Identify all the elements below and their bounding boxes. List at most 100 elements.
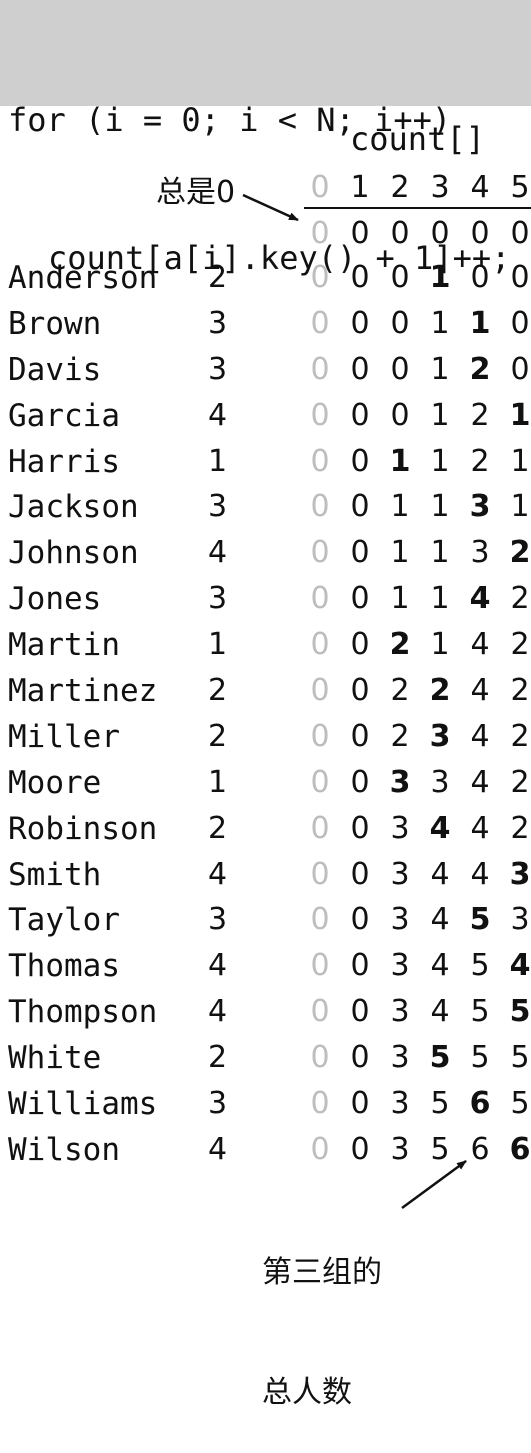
count-cell: 5 — [470, 1040, 490, 1076]
student-name: Miller — [8, 718, 120, 755]
trace-row: Johnson 4 0 0 1 1 3 2 — [0, 531, 531, 577]
count-cell: 3 — [390, 856, 410, 892]
student-name: Moore — [8, 764, 102, 801]
count-cell: 0 — [310, 902, 330, 938]
count-cell: 3 — [390, 810, 410, 846]
always-zero-arrow — [242, 193, 299, 222]
count-cell: 0 — [310, 948, 330, 984]
student-name: Robinson — [8, 810, 158, 847]
count-cell: 0 — [310, 718, 330, 754]
count-cell: 1 — [390, 489, 410, 525]
count-cell: 0 — [390, 397, 410, 433]
annotation-arrows — [242, 193, 467, 1210]
updated-count-cell: 3 — [469, 489, 491, 525]
count-cell: 2 — [510, 581, 530, 617]
count-cell: 3 — [510, 902, 530, 938]
student-name: Jones — [8, 581, 102, 618]
trace-row: Thompson 4 0 0 3 4 5 5 — [0, 990, 531, 1036]
count-cell: 0 — [310, 994, 330, 1030]
trace-rows: Anderson 2 0 0 0 1 0 0 Brown 3 0 0 0 1 1 0 Davis 3 0 0 0 1 2 0 G… — [0, 256, 531, 1174]
count-cell: 3 — [390, 1086, 410, 1122]
student-name: Smith — [8, 856, 102, 893]
updated-count-cell: 5 — [429, 1040, 451, 1076]
count-cell: 0 — [350, 718, 370, 754]
initial-count-cell: 0 — [350, 216, 370, 251]
count-cell: 3 — [390, 1131, 410, 1167]
count-cell: 0 — [350, 535, 370, 571]
count-cell: 0 — [350, 305, 370, 341]
trace-row: Jones 3 0 0 1 1 4 2 — [0, 577, 531, 623]
index-label: 5 — [510, 170, 530, 205]
count-cell: 2 — [510, 718, 530, 754]
updated-count-cell: 2 — [429, 673, 451, 709]
count-cell: 1 — [510, 489, 530, 525]
count-cell: 3 — [430, 764, 450, 800]
count-cell: 0 — [390, 351, 410, 387]
count-cell: 2 — [470, 397, 490, 433]
group-key: 3 — [208, 581, 228, 617]
student-name: Taylor — [8, 902, 120, 939]
updated-count-cell: 3 — [429, 718, 451, 754]
group-key: 3 — [208, 351, 228, 387]
count-cell: 0 — [350, 856, 370, 892]
count-cell: 0 — [310, 260, 330, 295]
group-key: 1 — [208, 443, 228, 479]
initial-count-cell: 0 — [430, 216, 450, 251]
count-cell: 0 — [350, 397, 370, 433]
student-name: Martin — [8, 627, 120, 664]
code-block: for (i = 0; i < N; i++) count[a[i].key()… — [0, 0, 531, 277]
count-cell: 1 — [430, 351, 450, 387]
count-cell: 4 — [470, 856, 490, 892]
group-key: 3 — [208, 1086, 228, 1122]
count-cell: 0 — [350, 994, 370, 1030]
count-cell: 0 — [350, 1040, 370, 1076]
student-name: Johnson — [8, 535, 139, 572]
trace-row: Taylor 3 0 0 3 4 5 3 — [0, 898, 531, 944]
count-cell: 0 — [390, 305, 410, 341]
count-cell: 0 — [510, 305, 530, 341]
trace-row: Robinson 2 0 0 3 4 4 2 — [0, 807, 531, 853]
header-rule — [304, 207, 531, 209]
count-cell: 3 — [390, 994, 410, 1030]
group-key: 4 — [208, 856, 228, 892]
updated-count-cell: 3 — [389, 764, 411, 800]
updated-count-cell: 2 — [469, 351, 491, 387]
updated-count-cell: 2 — [389, 627, 411, 663]
count-cell: 1 — [430, 489, 450, 525]
count-cell: 0 — [310, 535, 330, 571]
count-cell: 2 — [510, 764, 530, 800]
index-label: 1 — [350, 170, 370, 205]
trace-row: Moore 1 0 0 3 3 4 2 — [0, 761, 531, 807]
updated-count-cell: 6 — [509, 1131, 531, 1167]
updated-count-cell: 5 — [509, 994, 531, 1030]
student-name: Brown — [8, 305, 102, 342]
count-cell: 0 — [310, 397, 330, 433]
count-cell: 0 — [310, 627, 330, 663]
student-name: Thomas — [8, 948, 120, 985]
initial-count-cell: 0 — [470, 216, 490, 251]
count-cell: 0 — [310, 1131, 330, 1167]
count-cell: 4 — [470, 810, 490, 846]
count-cell: 2 — [510, 673, 530, 709]
index-label: 0 — [310, 170, 330, 205]
group-key: 4 — [208, 948, 228, 984]
count-cell: 1 — [430, 397, 450, 433]
count-cell: 1 — [430, 581, 450, 617]
student-name: White — [8, 1040, 102, 1077]
student-name: Harris — [8, 443, 120, 480]
always-zero-note: 总是0 — [156, 175, 236, 210]
trace-row: Martinez 2 0 0 2 2 4 2 — [0, 669, 531, 715]
count-cell: 0 — [310, 489, 330, 525]
count-cell: 2 — [510, 810, 530, 846]
trace-row: Wilson 4 0 0 3 5 6 6 — [0, 1128, 531, 1174]
count-cell: 0 — [350, 948, 370, 984]
count-cell: 0 — [350, 810, 370, 846]
count-cell: 0 — [510, 260, 530, 295]
count-cell: 1 — [510, 443, 530, 479]
count-cell: 5 — [510, 1040, 530, 1076]
group-key: 2 — [208, 1040, 228, 1076]
count-cell: 0 — [510, 351, 530, 387]
updated-count-cell: 1 — [389, 443, 411, 479]
index-label: 4 — [470, 170, 490, 205]
student-name: Jackson — [8, 489, 139, 526]
